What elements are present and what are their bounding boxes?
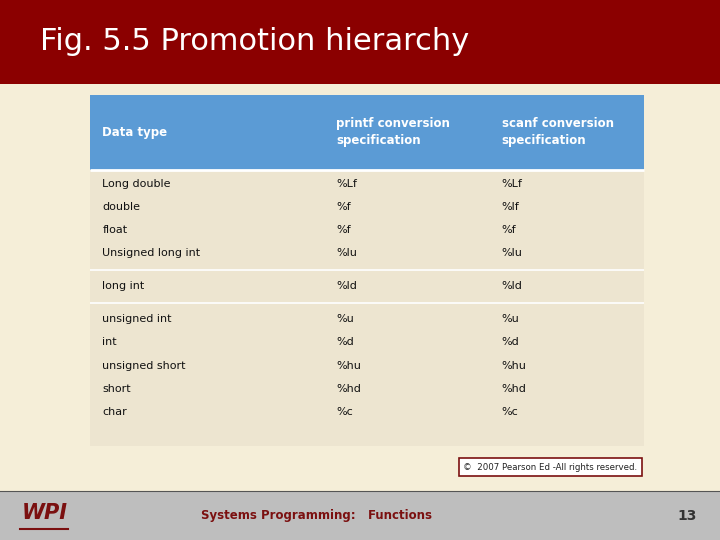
Text: unsigned short: unsigned short xyxy=(102,361,186,370)
Text: %u: %u xyxy=(502,314,520,324)
Text: Fig. 5.5 Promotion hierarchy: Fig. 5.5 Promotion hierarchy xyxy=(40,28,469,56)
Text: WPI: WPI xyxy=(22,503,68,523)
Text: %hu: %hu xyxy=(502,361,527,370)
Text: Systems Programming:   Functions: Systems Programming: Functions xyxy=(202,509,432,522)
Text: %c: %c xyxy=(336,407,353,417)
Text: %ld: %ld xyxy=(336,281,357,291)
Text: long int: long int xyxy=(102,281,145,291)
Text: %Lf: %Lf xyxy=(336,179,357,188)
Text: %hu: %hu xyxy=(336,361,361,370)
Text: Long double: Long double xyxy=(102,179,171,188)
Text: Unsigned long int: Unsigned long int xyxy=(102,248,200,258)
Text: %hd: %hd xyxy=(502,384,527,394)
Text: %f: %f xyxy=(502,225,516,235)
Text: Data type: Data type xyxy=(102,126,167,139)
Text: %d: %d xyxy=(336,338,354,347)
Text: %f: %f xyxy=(336,202,351,212)
Text: %lu: %lu xyxy=(502,248,523,258)
Text: %d: %d xyxy=(502,338,520,347)
Bar xyxy=(90,94,644,170)
Text: char: char xyxy=(102,407,127,417)
Text: 13: 13 xyxy=(678,509,697,523)
Text: %lu: %lu xyxy=(336,248,357,258)
Bar xyxy=(0,491,720,540)
Text: int: int xyxy=(102,338,117,347)
Text: short: short xyxy=(102,384,131,394)
Bar xyxy=(90,94,644,445)
Text: %Lf: %Lf xyxy=(502,179,523,188)
Text: printf conversion
specification: printf conversion specification xyxy=(336,117,450,147)
Bar xyxy=(0,0,720,84)
Text: %c: %c xyxy=(502,407,518,417)
Text: %u: %u xyxy=(336,314,354,324)
Text: float: float xyxy=(102,225,127,235)
Text: double: double xyxy=(102,202,140,212)
Text: ©  2007 Pearson Ed -All rights reserved.: © 2007 Pearson Ed -All rights reserved. xyxy=(463,463,637,471)
Text: %ld: %ld xyxy=(502,281,523,291)
Text: unsigned int: unsigned int xyxy=(102,314,172,324)
Text: %hd: %hd xyxy=(336,384,361,394)
Text: %lf: %lf xyxy=(502,202,520,212)
Text: %f: %f xyxy=(336,225,351,235)
Text: scanf conversion
specification: scanf conversion specification xyxy=(502,117,614,147)
